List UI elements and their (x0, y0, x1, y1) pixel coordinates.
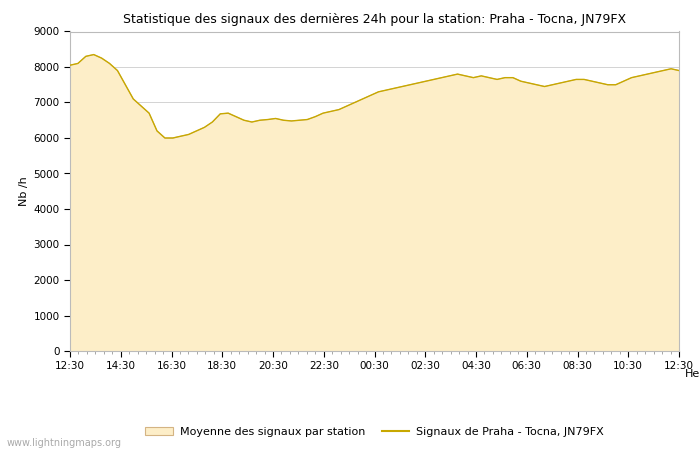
Legend: Moyenne des signaux par station, Signaux de Praha - Tocna, JN79FX: Moyenne des signaux par station, Signaux… (141, 423, 608, 441)
Title: Statistique des signaux des dernières 24h pour la station: Praha - Tocna, JN79FX: Statistique des signaux des dernières 24… (123, 13, 626, 26)
Y-axis label: Nb /h: Nb /h (20, 176, 29, 206)
Text: www.lightningmaps.org: www.lightningmaps.org (7, 438, 122, 448)
Text: Heure: Heure (685, 369, 700, 378)
